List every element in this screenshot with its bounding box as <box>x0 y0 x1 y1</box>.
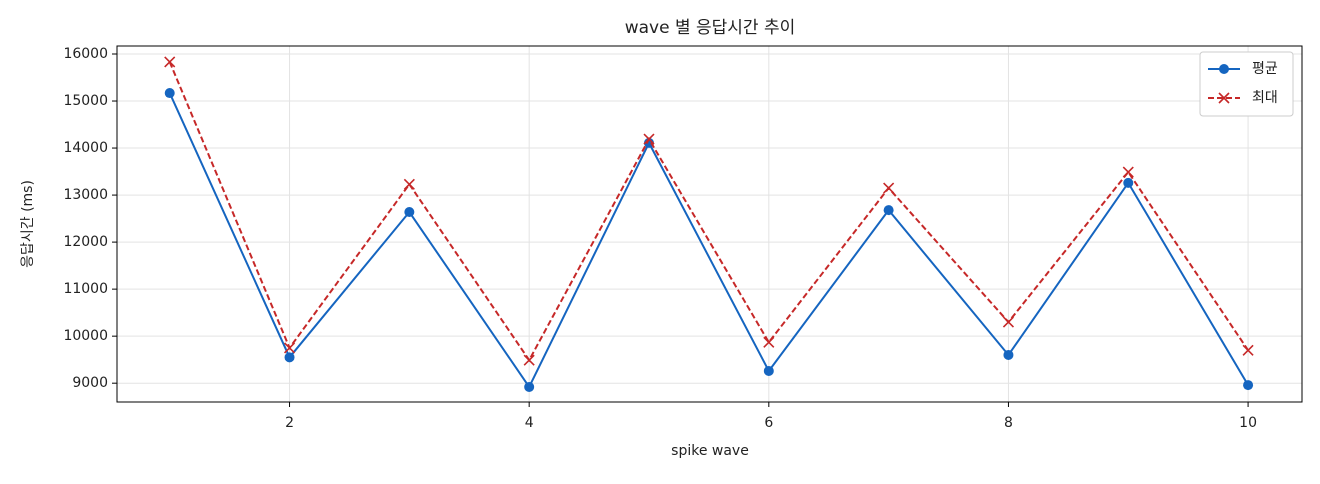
y-tick-label: 15000 <box>63 93 108 109</box>
marker-stroke <box>523 354 535 366</box>
y-tick-label: 13000 <box>63 187 108 203</box>
marker <box>1122 166 1134 178</box>
marker <box>523 354 535 366</box>
marker <box>164 88 175 99</box>
series-line <box>168 92 1249 389</box>
y-tick-label: 11000 <box>63 281 108 297</box>
legend-label: 평균 <box>1252 61 1278 77</box>
x-tick-label: 8 <box>1004 415 1013 431</box>
marker <box>283 342 296 354</box>
legend-label: 최대 <box>1252 90 1278 106</box>
legend-box <box>1199 51 1294 117</box>
marker <box>164 56 176 68</box>
series-line <box>168 61 1249 363</box>
marker-stroke <box>1218 92 1230 104</box>
marker-stroke <box>883 182 895 194</box>
marker-stroke <box>164 56 176 68</box>
marker <box>883 182 895 194</box>
marker <box>883 205 894 216</box>
x-tick-label: 4 <box>525 415 534 431</box>
marker-stroke <box>1002 316 1015 328</box>
chart-title: wave 별 응답시간 추이 <box>625 18 796 38</box>
marker-stroke <box>643 133 655 145</box>
y-tick-label: 16000 <box>63 46 108 62</box>
y-tick-label: 10000 <box>63 328 108 344</box>
marker <box>284 352 295 363</box>
x-axis-label: spike wave <box>671 443 749 459</box>
marker <box>404 207 415 218</box>
y-tick-label: 14000 <box>63 140 108 156</box>
marker <box>643 133 655 145</box>
y-tick-label: 9000 <box>72 375 108 391</box>
marker <box>403 178 415 190</box>
marker <box>643 137 654 148</box>
y-tick-label: 12000 <box>63 234 108 250</box>
marker <box>1002 316 1015 328</box>
marker-stroke <box>283 342 296 354</box>
marker-stroke <box>403 178 415 190</box>
marker <box>1003 349 1014 360</box>
y-axis-label: 응답시간 (ms) <box>20 180 36 268</box>
marker-stroke <box>763 336 775 348</box>
marker <box>1123 177 1134 188</box>
plot-frame <box>116 45 1303 403</box>
x-tick-label: 2 <box>285 415 294 431</box>
marker <box>1219 64 1229 74</box>
x-tick-label: 10 <box>1239 415 1257 431</box>
marker <box>763 365 774 376</box>
marker <box>763 336 775 348</box>
marker <box>1218 92 1230 104</box>
marker <box>1242 344 1254 356</box>
x-tick-label: 6 <box>764 415 773 431</box>
marker-stroke <box>1122 166 1134 178</box>
marker <box>1243 380 1254 391</box>
marker-stroke <box>1242 344 1254 356</box>
marker <box>524 381 535 392</box>
